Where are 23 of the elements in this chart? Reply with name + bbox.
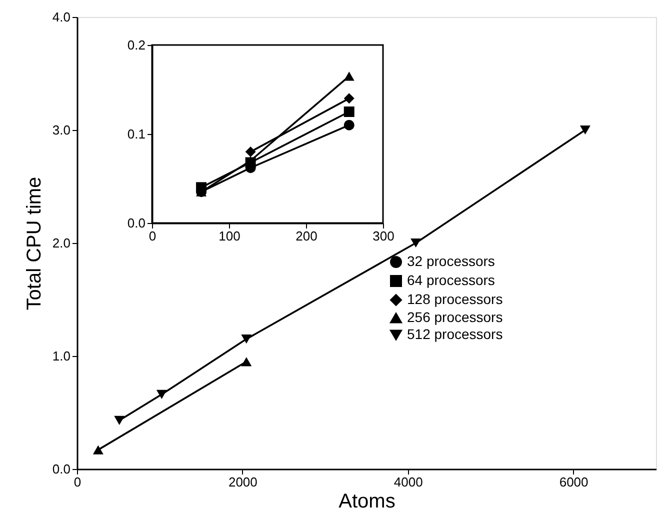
y-axis-title: Total CPU time xyxy=(23,176,46,310)
y-tick-label: 3.0 xyxy=(52,122,70,138)
x-tick-label: 2000 xyxy=(228,474,258,490)
y-tick-label: 0.0 xyxy=(52,462,70,476)
y-tick-label: 4.0 xyxy=(52,10,70,24)
legend-label: 512 processors xyxy=(407,326,503,342)
x-tick-label: 4000 xyxy=(394,474,423,490)
x-tick-label: 0 xyxy=(148,228,156,244)
y-tick-label: 2.0 xyxy=(52,236,70,250)
y-tick-label: 0.1 xyxy=(127,126,146,142)
x-tick-label: 0 xyxy=(74,474,82,490)
x-tick-label: 200 xyxy=(296,228,318,244)
y-tick-label: 0.2 xyxy=(127,38,146,52)
x-tick-label: 300 xyxy=(372,228,394,244)
x-tick-label: 100 xyxy=(218,228,240,244)
legend-label: 64 processors xyxy=(407,272,495,288)
x-axis-title: Atoms xyxy=(338,490,396,512)
y-tick-label: 1.0 xyxy=(52,348,70,364)
legend-label: 32 processors xyxy=(407,253,495,269)
x-tick-label: 6000 xyxy=(559,474,588,490)
legend-label: 256 processors xyxy=(407,309,503,325)
y-tick-label: 0.0 xyxy=(127,216,146,230)
legend-label: 128 processors xyxy=(407,291,503,307)
